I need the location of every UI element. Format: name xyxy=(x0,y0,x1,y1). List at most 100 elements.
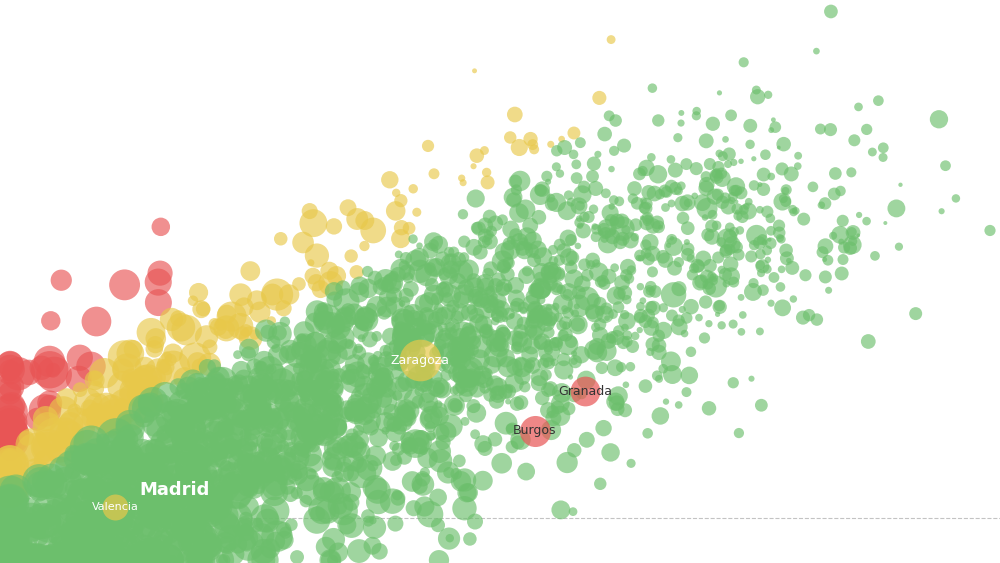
Point xyxy=(29,415,45,424)
Point xyxy=(136,548,152,557)
Point xyxy=(30,466,46,475)
Point xyxy=(305,218,321,227)
Point xyxy=(700,230,716,239)
Point xyxy=(441,248,457,257)
Point xyxy=(453,296,469,305)
Point xyxy=(163,496,179,505)
Point xyxy=(79,518,95,527)
Point xyxy=(585,172,601,181)
Point xyxy=(615,234,631,243)
Point xyxy=(105,447,121,456)
Point xyxy=(592,330,608,339)
Point xyxy=(643,323,659,332)
Point xyxy=(464,351,480,360)
Point xyxy=(159,556,175,563)
Point xyxy=(99,414,115,423)
Point xyxy=(435,323,451,332)
Point xyxy=(371,369,387,378)
Point xyxy=(405,339,421,348)
Point xyxy=(125,515,141,524)
Point xyxy=(2,556,18,563)
Point xyxy=(495,257,511,266)
Point xyxy=(657,186,673,195)
Point xyxy=(560,340,576,349)
Point xyxy=(91,489,107,498)
Point xyxy=(375,279,391,288)
Point xyxy=(851,102,867,111)
Point xyxy=(2,460,18,469)
Point xyxy=(193,556,209,563)
Point xyxy=(597,229,613,238)
Point xyxy=(65,449,81,458)
Point xyxy=(2,431,18,440)
Point xyxy=(343,498,359,507)
Point xyxy=(262,365,278,374)
Point xyxy=(94,507,110,516)
Point xyxy=(571,214,587,223)
Point xyxy=(2,361,18,370)
Point xyxy=(477,383,493,392)
Point xyxy=(211,373,227,382)
Point xyxy=(326,370,342,379)
Point xyxy=(330,323,346,332)
Point xyxy=(325,444,341,453)
Point xyxy=(113,467,129,476)
Point xyxy=(714,265,730,274)
Point xyxy=(234,446,250,455)
Point xyxy=(431,556,447,563)
Point xyxy=(97,540,113,549)
Point xyxy=(185,424,201,433)
Point xyxy=(275,453,291,462)
Point xyxy=(81,404,97,413)
Point xyxy=(4,556,20,563)
Point xyxy=(306,459,322,468)
Point xyxy=(158,430,174,439)
Point xyxy=(328,409,344,418)
Point xyxy=(709,221,725,230)
Point xyxy=(89,403,105,412)
Point xyxy=(344,409,360,418)
Point xyxy=(241,540,257,549)
Point xyxy=(390,417,406,426)
Point xyxy=(412,317,428,326)
Point xyxy=(45,556,61,563)
Point xyxy=(723,111,739,120)
Point xyxy=(87,521,103,530)
Point xyxy=(618,225,634,234)
Point xyxy=(442,256,458,265)
Point xyxy=(254,382,270,391)
Point xyxy=(542,384,558,393)
Point xyxy=(239,385,255,394)
Point xyxy=(541,268,557,277)
Point xyxy=(374,364,390,373)
Point xyxy=(525,140,541,149)
Point xyxy=(258,385,274,394)
Point xyxy=(184,404,200,413)
Point xyxy=(125,376,141,385)
Point xyxy=(467,430,483,439)
Point xyxy=(448,470,464,479)
Point xyxy=(72,556,88,563)
Point xyxy=(367,483,383,492)
Point xyxy=(305,271,321,280)
Point xyxy=(2,456,18,465)
Point xyxy=(533,284,549,293)
Point xyxy=(391,250,407,259)
Point xyxy=(759,246,775,255)
Point xyxy=(422,263,438,272)
Point xyxy=(531,379,547,388)
Point xyxy=(312,376,328,385)
Point xyxy=(706,276,722,285)
Point xyxy=(441,534,457,543)
Point xyxy=(13,521,29,530)
Point xyxy=(596,225,612,234)
Point xyxy=(540,310,556,319)
Point xyxy=(338,410,354,419)
Point xyxy=(334,333,350,342)
Point xyxy=(386,271,402,280)
Point xyxy=(362,335,378,344)
Point xyxy=(543,140,559,149)
Point xyxy=(353,327,369,336)
Point xyxy=(320,315,336,324)
Point xyxy=(214,522,230,531)
